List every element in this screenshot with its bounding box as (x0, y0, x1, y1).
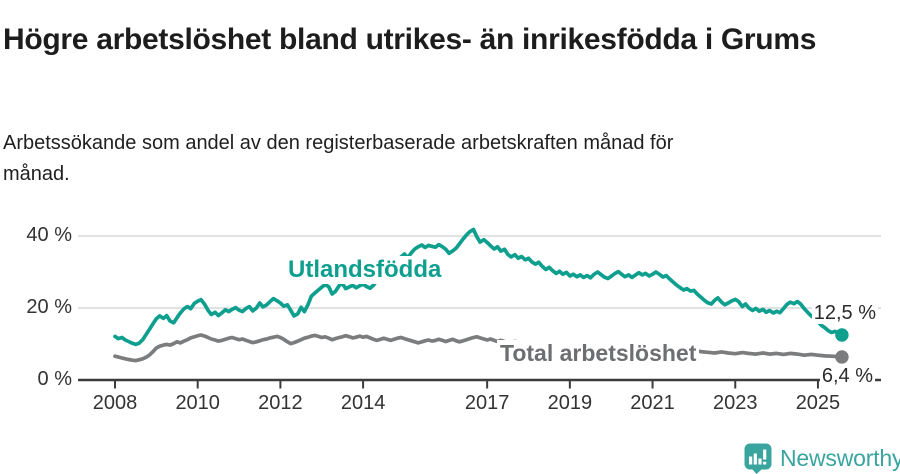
x-axis-label-2025: 2025 (795, 392, 841, 414)
page-subtitle: Arbetssökande som andel av den registerb… (3, 132, 674, 185)
series-label-utlandsfodda: Utlandsfödda (286, 256, 444, 284)
series-end-dot-0 (835, 328, 849, 342)
x-axis-label-2014: 2014 (340, 392, 386, 414)
brand-name: Newsworthy (780, 445, 900, 471)
bar-chart-speech-bubble-icon (744, 443, 772, 474)
series-line-0 (113, 227, 844, 347)
x-axis-label-2017: 2017 (464, 392, 510, 414)
x-axis-label-2012: 2012 (258, 392, 303, 414)
x-axis-label-2019: 2019 (547, 392, 593, 414)
series-line-1 (113, 333, 844, 363)
x-axis-label-2008: 2008 (92, 392, 138, 414)
y-axis-label-20: 20 % (26, 296, 72, 318)
end-value-total: 6,4 % (819, 365, 875, 387)
page-title: Högre arbetslöshet bland utrikes- än inr… (3, 23, 817, 57)
x-axis-label-2010: 2010 (175, 392, 220, 414)
x-axis-label-2021: 2021 (630, 392, 675, 414)
series-label-total-arbetsloshet: Total arbetslöshet (497, 340, 700, 367)
end-value-utlandsfodda: 12,5 % (811, 302, 878, 324)
series-end-dot-1 (835, 350, 849, 364)
x-axis-label-2023: 2023 (713, 392, 758, 414)
newsworthy-logo[interactable]: Newsworthy (744, 443, 900, 474)
y-axis-label-40: 40 % (26, 224, 72, 246)
y-axis-label-0: 0 % (37, 368, 72, 390)
